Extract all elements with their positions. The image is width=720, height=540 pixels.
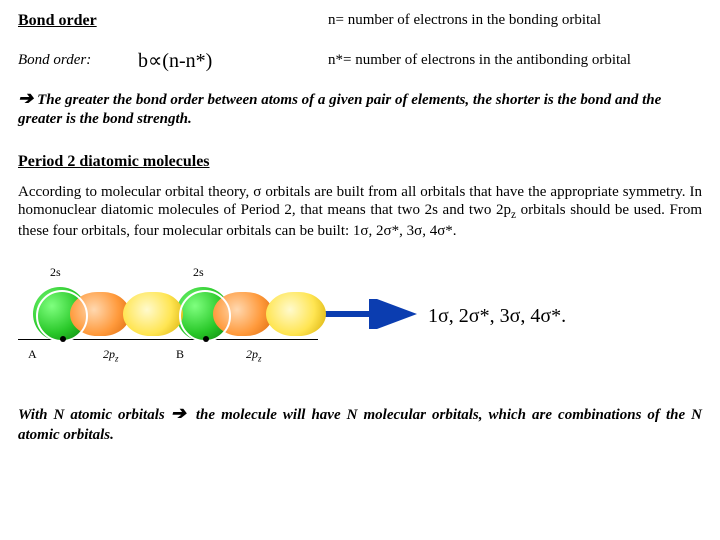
big-arrow-icon	[318, 299, 428, 334]
bond-order-label: Bond order:	[18, 52, 138, 69]
label-2s-b: 2s	[193, 265, 204, 280]
heading-period2: Period 2 diatomic molecules	[18, 153, 702, 171]
lobe-b-right	[266, 292, 326, 336]
label-2pz-b: 2pz	[246, 347, 262, 363]
ring-b	[179, 290, 231, 342]
label-atom-b: B	[176, 347, 184, 362]
arrow-right-icon: ➔	[18, 87, 33, 110]
label-atom-a: A	[28, 347, 37, 362]
heading-bond-order: Bond order	[18, 12, 97, 29]
def-n: n= number of electrons in the bonding or…	[328, 12, 601, 28]
orbital-result-list: 1σ, 2σ*, 3σ, 4σ*.	[428, 305, 702, 328]
orbital-diagram: 2s 2s A 2pz B 2pz	[18, 259, 318, 374]
label-2pz-a: 2pz	[103, 347, 119, 363]
closing-rule: With N atomic orbitals ➔ the molecule wi…	[18, 402, 702, 445]
ring-a	[36, 290, 88, 342]
bond-order-formula: b∝(n-n*)	[138, 48, 328, 73]
rule-text: The greater the bond order between atoms…	[18, 92, 661, 127]
bond-order-rule: ➔The greater the bond order between atom…	[18, 87, 702, 129]
period2-paragraph: According to molecular orbital theory, σ…	[18, 183, 702, 242]
arrow-right-icon: ➔	[171, 402, 186, 425]
lobe-a-right	[123, 292, 183, 336]
def-nstar: n*= number of electrons in the antibondi…	[328, 52, 702, 69]
label-2s-a: 2s	[50, 265, 61, 280]
